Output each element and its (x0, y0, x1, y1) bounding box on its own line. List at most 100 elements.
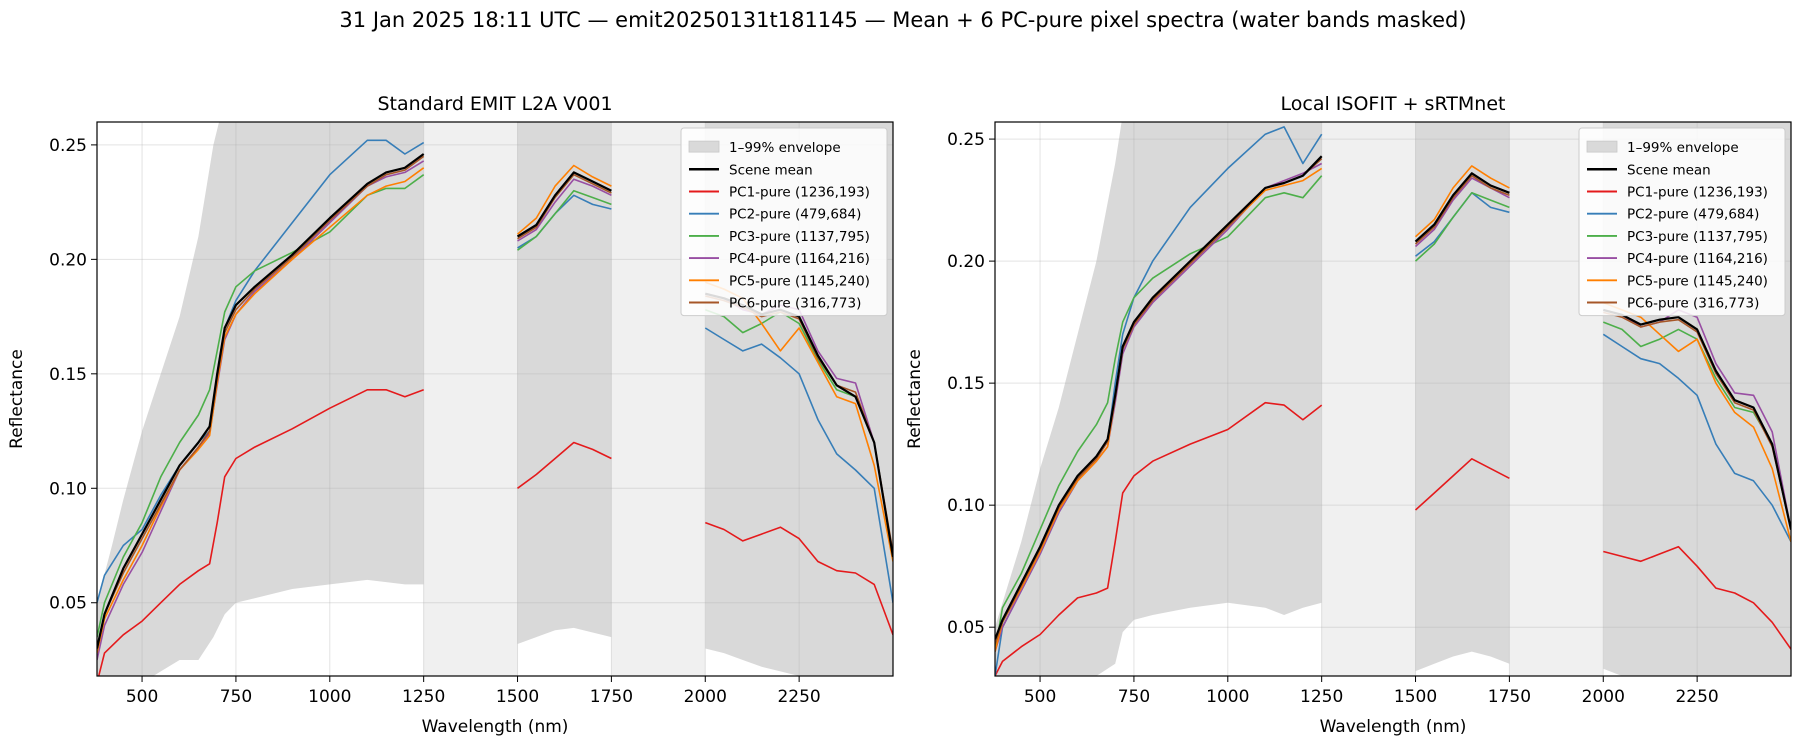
series-line (97, 153, 425, 649)
legend-label: 1–99% envelope (1627, 140, 1739, 156)
legend-entry: PC6-pure (316,773) (689, 296, 861, 312)
x-tick-label: 2000 (1582, 687, 1625, 707)
series-line (1414, 192, 1510, 262)
legend-entry: PC3-pure (1137,795) (1587, 229, 1768, 245)
series-line (1414, 174, 1510, 245)
series-scene-mean (995, 155, 1791, 640)
x-tick-label: 1500 (496, 687, 539, 707)
masked-band (423, 122, 518, 676)
x-tick-label: 1250 (1300, 687, 1343, 707)
y-tick-label: 0.10 (947, 496, 985, 516)
legend-label: PC4-pure (1164,216) (729, 251, 870, 267)
axes-frame (96, 121, 894, 677)
legend-label: PC2-pure (479,684) (729, 207, 861, 223)
legend-label: 1–99% envelope (729, 140, 841, 156)
panel-title: Standard EMIT L2A V001 (377, 93, 612, 115)
series-line (517, 441, 612, 489)
x-tick-label: 500 (126, 687, 158, 707)
legend-entry: PC1-pure (1236,193) (689, 185, 870, 201)
legend-entry: 1–99% envelope (1586, 140, 1739, 156)
series-pc1-pure-1236-193 (97, 388, 893, 676)
envelope-band (1415, 122, 1510, 672)
x-tick-label: 2000 (684, 687, 727, 707)
y-tick-label: 0.20 (947, 252, 985, 272)
legend-box (680, 127, 888, 317)
x-tick-label: 750 (1118, 687, 1150, 707)
series-line (1414, 172, 1510, 243)
x-tick-label: 1750 (590, 687, 633, 707)
y-tick-label: 0.20 (49, 250, 87, 270)
legend-label: PC5-pure (1145,240) (1627, 273, 1768, 289)
series-line (1603, 545, 1791, 650)
legend-entry: Scene mean (689, 162, 813, 178)
axes-frame (994, 121, 1792, 677)
envelope-band (97, 122, 424, 676)
x-tick-label: 2250 (777, 687, 820, 707)
legend-label: PC6-pure (316,773) (1627, 296, 1759, 312)
chart-panel-standard: 500 750 1000 1250 1500 1750 2000 2250 0.05 0.10 0.… (7, 93, 894, 737)
series-pc1-pure-1236-193 (995, 401, 1791, 676)
figure-title: 31 Jan 2025 18:11 UTC — emit20250131t181… (339, 8, 1467, 32)
series-line (995, 155, 1323, 640)
x-tick-label: 1000 (1206, 687, 1249, 707)
panel-title: Local ISOFIT + sRTMnet (1281, 93, 1506, 115)
legend-entry: PC6-pure (316,773) (1587, 296, 1759, 312)
legend: 1–99% envelope Scene mean PC1-pure (1236,1… (1578, 127, 1786, 317)
legend-label: PC4-pure (1164,216) (1627, 251, 1768, 267)
y-axis-label: Reflectance (905, 349, 925, 449)
chart-panel-local: 500 750 1000 1250 1500 1750 2000 2250 0.05 0.10 0.… (905, 93, 1792, 737)
x-tick-label: 1250 (402, 687, 445, 707)
legend-label: PC3-pure (1137,795) (1627, 229, 1768, 245)
x-tick-label: 1750 (1488, 687, 1531, 707)
x-axis-label: Wavelength (nm) (422, 717, 569, 737)
x-tick-label: 750 (220, 687, 252, 707)
x-tick-label: 1000 (308, 687, 351, 707)
masked-band (1321, 122, 1416, 676)
y-tick-label: 0.25 (49, 136, 87, 156)
legend-label: Scene mean (729, 162, 813, 178)
series-line (1602, 333, 1791, 543)
legend-label: Scene mean (1627, 162, 1711, 178)
y-tick-label: 0.05 (947, 618, 985, 638)
envelope-band (517, 122, 612, 644)
legend-entry: PC1-pure (1236,193) (1587, 185, 1768, 201)
legend-entry: PC3-pure (1137,795) (689, 229, 870, 245)
y-tick-label: 0.15 (947, 374, 985, 394)
series-line (705, 521, 893, 636)
legend-label: PC1-pure (1236,193) (729, 185, 870, 201)
series-line (517, 189, 612, 251)
legend-label: PC3-pure (1137,795) (729, 229, 870, 245)
series-line (517, 178, 612, 242)
series-line (516, 171, 612, 238)
series-line (1414, 165, 1510, 238)
envelope-band (995, 122, 1322, 676)
series-line (704, 327, 893, 603)
y-tick-label: 0.15 (49, 365, 87, 385)
legend-label: PC6-pure (316,773) (729, 296, 861, 312)
legend-entry: PC2-pure (479,684) (1587, 207, 1759, 223)
legend-label: PC1-pure (1236,193) (1627, 185, 1768, 201)
legend-entry: Scene mean (1587, 162, 1711, 178)
legend-entry: PC4-pure (1164,216) (1587, 251, 1768, 267)
legend-entry: PC5-pure (1145,240) (689, 273, 870, 289)
x-tick-label: 1500 (1394, 687, 1437, 707)
series-line (1414, 457, 1510, 511)
series-line (516, 164, 612, 235)
legend-entry: PC4-pure (1164,216) (689, 251, 870, 267)
y-axis-label: Reflectance (7, 349, 27, 449)
x-tick-label: 2250 (1675, 687, 1718, 707)
legend-swatch (688, 140, 720, 153)
legend-label: PC5-pure (1145,240) (729, 273, 870, 289)
y-tick-label: 0.05 (49, 594, 87, 614)
series-line (995, 401, 1323, 676)
x-axis-label: Wavelength (nm) (1320, 717, 1467, 737)
series-line (97, 388, 424, 676)
series-line (517, 173, 612, 240)
legend-label: PC2-pure (479,684) (1627, 207, 1759, 223)
series-line (1603, 308, 1791, 530)
y-tick-label: 0.25 (947, 130, 985, 150)
legend-box (1578, 127, 1786, 317)
legend-entry: PC5-pure (1145,240) (1587, 273, 1768, 289)
x-tick-label: 500 (1024, 687, 1056, 707)
